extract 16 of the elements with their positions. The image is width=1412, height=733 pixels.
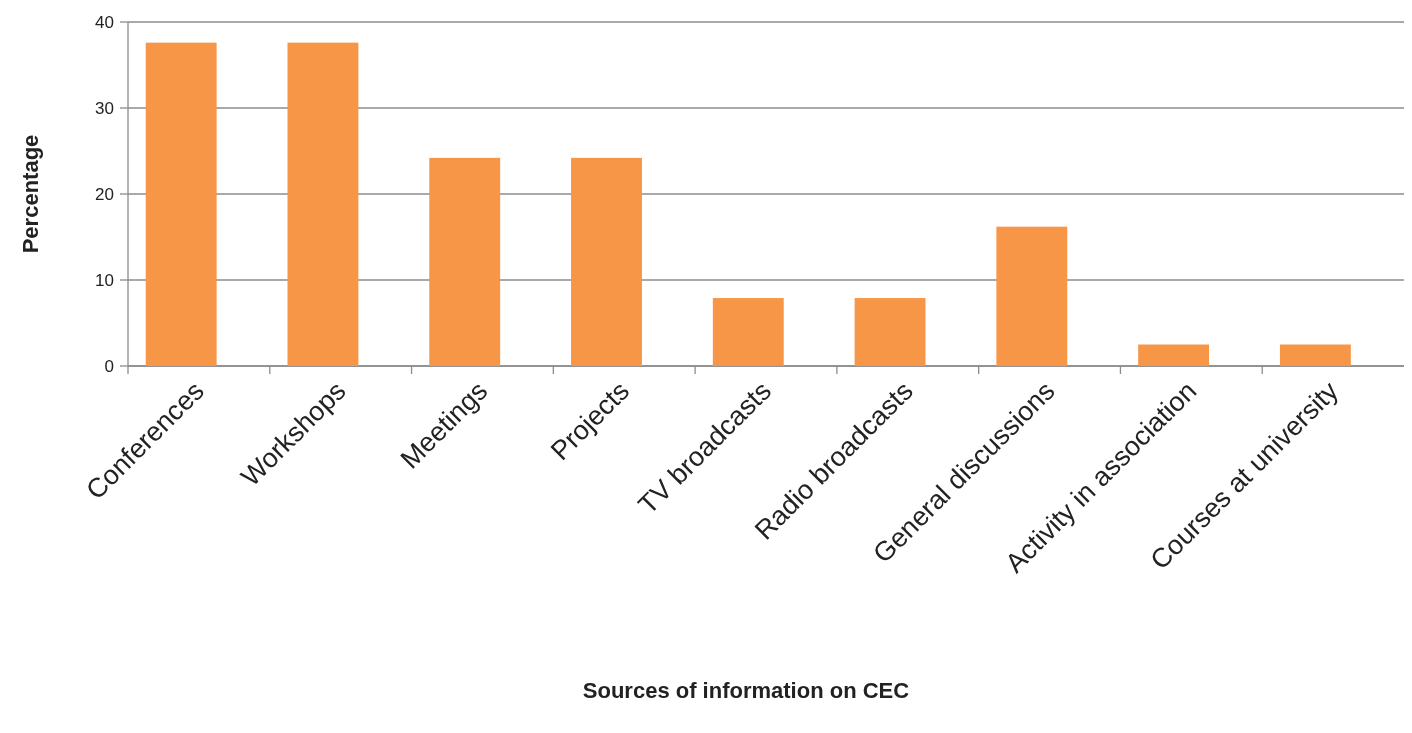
bar: [429, 157, 501, 366]
bar: [996, 226, 1068, 366]
y-tick-label: 40: [95, 12, 114, 32]
x-axis-title: Sources of information on CEC: [582, 678, 910, 703]
bar: [571, 157, 642, 366]
bar: [1279, 344, 1351, 366]
bar: [854, 298, 926, 366]
y-tick-label: 20: [95, 184, 114, 204]
bar: [1138, 344, 1210, 366]
y-tick-label: 30: [95, 98, 114, 118]
bar: [712, 298, 784, 366]
y-tick-label: 10: [95, 270, 114, 290]
y-tick-label: 0: [104, 356, 114, 376]
bar: [287, 42, 359, 366]
y-axis-title: Percentage: [18, 134, 43, 254]
bar: [145, 42, 217, 366]
